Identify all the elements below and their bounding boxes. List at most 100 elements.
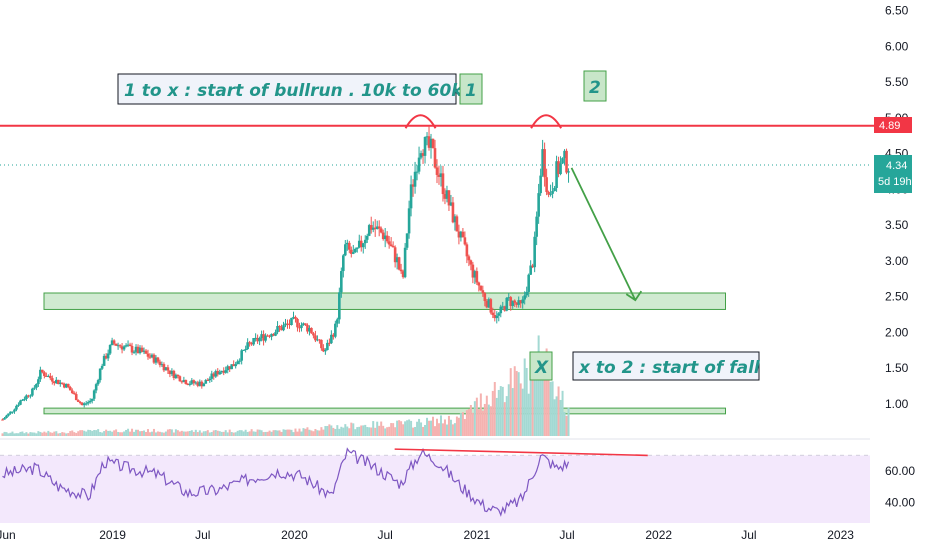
volume-bar <box>422 426 425 436</box>
volume-bar <box>447 415 450 436</box>
candle-body <box>517 300 521 305</box>
volume-bar <box>71 430 74 436</box>
volume-bar <box>328 424 331 436</box>
volume-bar <box>316 430 319 436</box>
candle-body <box>82 403 86 406</box>
candle-body <box>405 233 409 248</box>
volume-bar <box>105 429 108 436</box>
volume-bar <box>139 431 142 436</box>
volume-bar <box>87 429 90 436</box>
volume-bar <box>304 428 307 436</box>
candle-body <box>425 136 429 138</box>
volume-bar <box>334 428 337 436</box>
candle-body <box>336 319 339 324</box>
candle-body <box>190 380 194 384</box>
candle-body <box>250 343 253 345</box>
candle-body <box>53 381 56 384</box>
candle-body <box>391 246 395 248</box>
volume-bar <box>218 431 221 436</box>
time-tick-label: Jul <box>559 528 574 542</box>
candle-body <box>274 332 277 336</box>
volume-bar <box>119 432 122 436</box>
volume-bar <box>350 422 353 436</box>
candle-body <box>194 382 198 384</box>
volume-bar <box>107 430 110 436</box>
candle-body <box>557 161 560 175</box>
candle-body <box>74 394 78 401</box>
volume-bar <box>457 417 460 436</box>
volume-bar <box>242 431 245 436</box>
volume-bar <box>539 379 542 436</box>
volume-bar <box>109 430 112 436</box>
candle-body <box>84 403 88 405</box>
volume-bar <box>95 430 98 436</box>
volume-bar <box>435 418 438 436</box>
volume-bar <box>123 431 126 436</box>
volume-bar <box>344 424 347 436</box>
candle-body <box>483 293 487 302</box>
candle-body <box>567 171 570 173</box>
candle-body <box>282 325 285 331</box>
volume-bar <box>23 433 26 436</box>
volume-bar <box>37 431 40 436</box>
candle-body <box>158 361 162 366</box>
candle-body <box>216 370 220 375</box>
volume-bar <box>280 431 283 436</box>
volume-bar <box>234 432 237 436</box>
price-axis[interactable]: 6.506.005.505.004.504.003.503.002.502.00… <box>885 4 915 510</box>
time-axis[interactable]: Jun 2019 Jul 2020 Jul 2021 Jul 2022 Jul 2023 <box>0 528 854 542</box>
candle-body <box>47 375 50 377</box>
volume-bar <box>288 429 291 436</box>
volume-bar <box>465 410 468 436</box>
volume-bar <box>352 423 355 436</box>
candle-body <box>439 173 443 177</box>
volume-bar <box>33 432 36 436</box>
candle-body <box>403 247 407 278</box>
volume-bar <box>541 367 544 436</box>
drawn-lines <box>0 114 874 457</box>
candle-body <box>294 316 297 319</box>
volume-bar <box>507 384 510 436</box>
candle-body <box>369 225 373 230</box>
candle-body <box>86 402 90 404</box>
top-arc-2 <box>530 114 562 129</box>
volume-bar <box>545 348 548 436</box>
volume-bar <box>194 429 197 436</box>
volume-bar <box>190 430 193 436</box>
candle-body <box>51 378 54 382</box>
candle-body <box>156 357 160 362</box>
volume-bar <box>202 431 205 436</box>
label-2: 2 <box>589 78 601 98</box>
volume-bar <box>83 430 86 436</box>
candle-body <box>443 194 447 199</box>
support-zone-2 <box>43 407 726 415</box>
candle-body <box>45 375 48 377</box>
time-tick-label: Jul <box>377 528 392 542</box>
volume-bar <box>479 393 482 436</box>
volume-bar <box>445 424 448 436</box>
candle-body <box>176 374 180 377</box>
candle-body <box>431 138 435 149</box>
candle-body <box>355 247 359 249</box>
candle-body <box>264 335 267 341</box>
candle-body <box>214 370 218 377</box>
price-tick-label: 1.00 <box>885 397 909 411</box>
volume-bar <box>55 431 58 436</box>
volume-bar <box>35 433 38 436</box>
volume-bar <box>449 419 452 436</box>
resistance-label-bg <box>874 117 912 133</box>
countdown-label: 5d 19h <box>878 176 912 188</box>
volume-bar <box>41 432 44 436</box>
volume-bar <box>65 433 68 436</box>
candle-body <box>218 372 222 375</box>
volume-bar <box>320 427 323 436</box>
candle-body <box>13 409 16 412</box>
candle-body <box>449 202 453 206</box>
volume-bar <box>67 433 70 436</box>
candle-body <box>262 334 265 341</box>
candle-body <box>212 373 216 377</box>
volume-bar <box>455 416 458 436</box>
candle-body <box>272 333 275 336</box>
volume-bar <box>168 429 171 436</box>
